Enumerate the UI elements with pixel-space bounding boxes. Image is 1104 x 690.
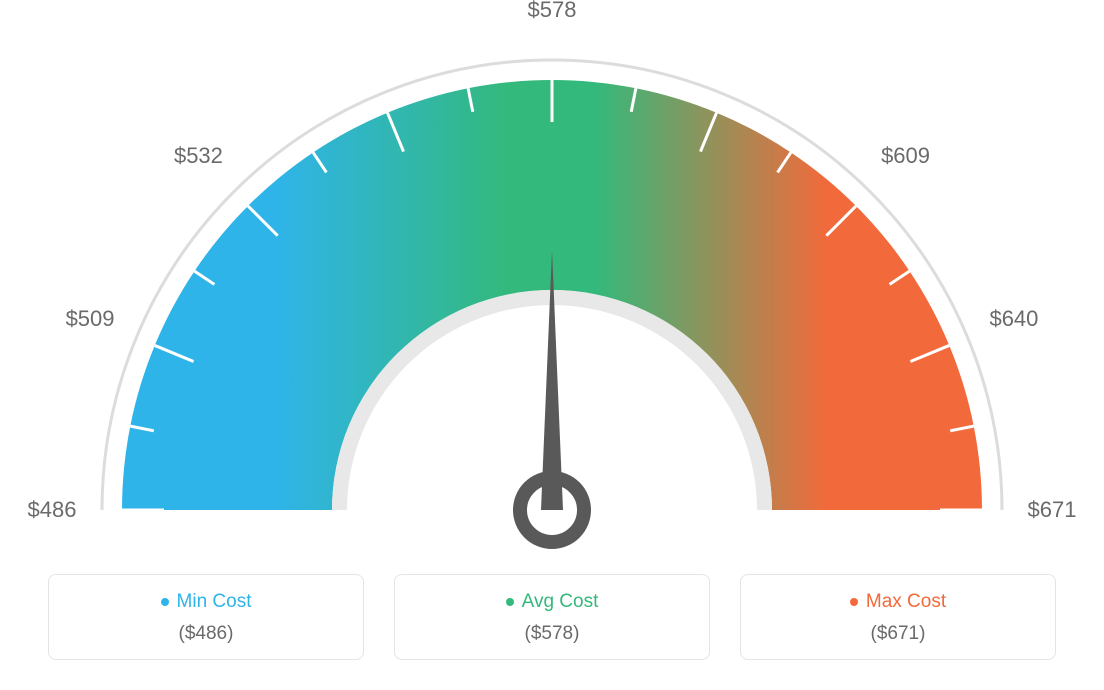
gauge-svg: [0, 0, 1104, 560]
gauge-tick-label: $532: [174, 143, 223, 169]
legend-value-min: ($486): [61, 623, 351, 645]
gauge-tick-label: $509: [66, 306, 115, 332]
legend-title-min: Min Cost: [161, 591, 252, 613]
legend-title-avg: Avg Cost: [506, 591, 599, 613]
legend-title-max: Max Cost: [850, 591, 946, 613]
legend-label: Avg Cost: [522, 591, 599, 613]
gauge-chart: $486 $509 $532 $578 $609 $640 $671: [0, 0, 1104, 560]
gauge-tick-label: $640: [989, 306, 1038, 332]
legend-card-min: Min Cost ($486): [48, 574, 364, 660]
legend-value-avg: ($578): [407, 623, 697, 645]
legend-card-avg: Avg Cost ($578): [394, 574, 710, 660]
legend-card-max: Max Cost ($671): [740, 574, 1056, 660]
dot-icon: [161, 598, 169, 606]
legend-value-max: ($671): [753, 623, 1043, 645]
dot-icon: [850, 598, 858, 606]
dot-icon: [506, 598, 514, 606]
legend-row: Min Cost ($486) Avg Cost ($578) Max Cost…: [0, 574, 1104, 660]
gauge-tick-label: $486: [28, 497, 77, 523]
gauge-tick-label: $578: [528, 0, 577, 23]
legend-label: Max Cost: [866, 591, 946, 613]
gauge-tick-label: $671: [1028, 497, 1077, 523]
legend-label: Min Cost: [177, 591, 252, 613]
gauge-tick-label: $609: [881, 143, 930, 169]
